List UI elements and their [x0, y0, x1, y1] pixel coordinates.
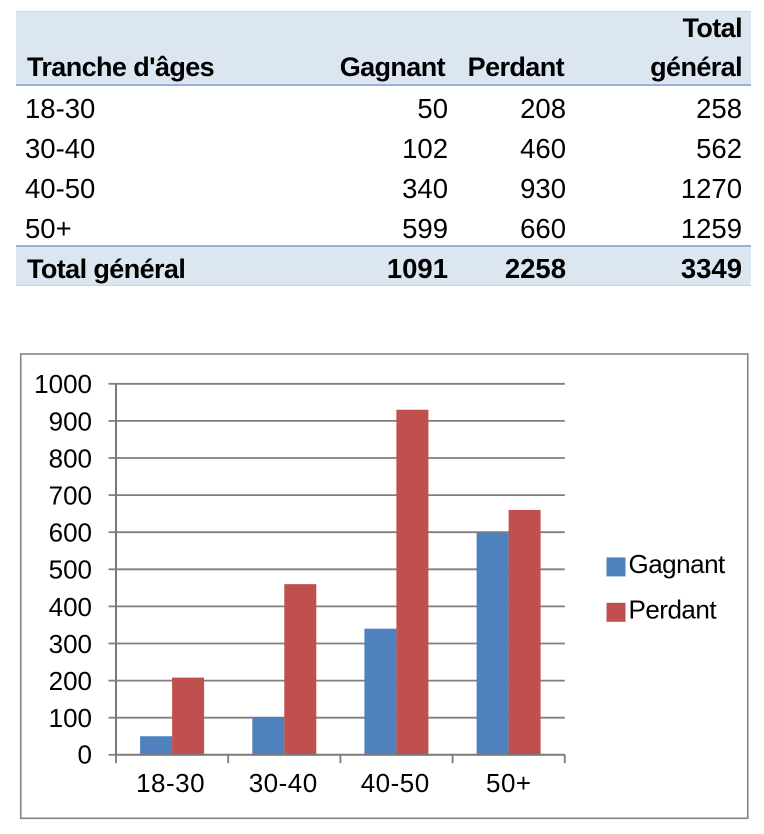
svg-text:Perdant: Perdant — [629, 595, 718, 625]
svg-text:40-50: 40-50 — [361, 768, 430, 798]
svg-text:100: 100 — [49, 703, 92, 733]
svg-text:Gagnant: Gagnant — [629, 549, 727, 579]
svg-text:200: 200 — [49, 666, 92, 696]
svg-text:800: 800 — [49, 443, 92, 473]
svg-text:18-30: 18-30 — [136, 768, 205, 798]
svg-text:300: 300 — [49, 629, 92, 659]
svg-text:400: 400 — [49, 592, 92, 622]
svg-text:50+: 50+ — [486, 768, 532, 798]
svg-text:0: 0 — [78, 740, 92, 770]
svg-text:1000: 1000 — [34, 369, 92, 399]
svg-text:600: 600 — [49, 518, 92, 548]
svg-text:30-40: 30-40 — [249, 768, 318, 798]
svg-text:500: 500 — [49, 555, 92, 585]
svg-text:700: 700 — [49, 481, 92, 511]
svg-text:900: 900 — [49, 406, 92, 436]
